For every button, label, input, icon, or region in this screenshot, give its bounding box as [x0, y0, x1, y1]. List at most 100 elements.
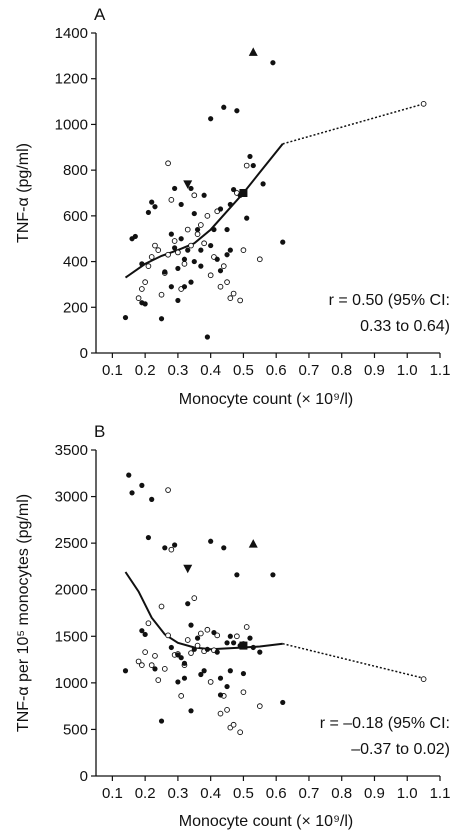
filled-point-a — [224, 252, 230, 258]
y-tick-label-b: 500 — [63, 721, 88, 738]
open-point-a — [139, 286, 145, 292]
open-point-a — [230, 290, 237, 297]
filled-point-a — [142, 301, 148, 307]
filled-point-b — [198, 671, 204, 678]
trend-line-dotted-a — [282, 103, 424, 145]
y-tick-label-b: 1500 — [55, 628, 88, 645]
filled-point-a — [185, 247, 191, 253]
y-tick-label-a: 400 — [63, 254, 88, 271]
filled-point-a — [198, 263, 204, 269]
filled-point-b — [142, 631, 148, 638]
filled-point-a — [217, 268, 224, 274]
filled-point-b — [250, 644, 256, 651]
filled-point-a — [198, 247, 204, 253]
filled-point-a — [172, 185, 178, 192]
open-point-a — [194, 231, 201, 237]
y-tick-label-b: 2500 — [55, 535, 88, 552]
filled-point-a — [191, 210, 197, 217]
filled-point-a — [270, 60, 276, 66]
filled-point-a — [188, 185, 194, 192]
x-tick-label-b: 0.9 — [364, 785, 385, 802]
filled-point-b — [234, 572, 240, 578]
filled-point-b — [257, 649, 263, 655]
filled-point-b — [194, 635, 201, 641]
filled-point-b — [129, 490, 135, 496]
filled-point-a — [204, 334, 210, 340]
x-tick-label-a: 0.8 — [331, 362, 352, 379]
triangle-point-b — [248, 539, 258, 548]
filled-point-a — [280, 239, 286, 245]
open-point-b — [135, 658, 142, 665]
x-tick-label-a: 0.3 — [167, 362, 188, 379]
x-tick-label-b: 0.4 — [200, 785, 221, 802]
open-point-b — [217, 710, 224, 717]
open-point-b — [161, 666, 168, 672]
filled-point-b — [280, 699, 286, 706]
y-tick-label-b: 1000 — [55, 675, 88, 692]
y-tick-label-b: 3500 — [55, 442, 88, 459]
square-point-b — [239, 641, 248, 650]
panel-b-chart: 0 500 1000 1500 2000 2500 3000 3500 0.1 0.2 0.3 0.4… — [15, 422, 450, 830]
filled-point-b — [221, 545, 227, 551]
inverted-triangle-point-b — [183, 564, 193, 574]
filled-point-a — [168, 284, 174, 290]
x-tick-label-b: 0.6 — [266, 785, 287, 802]
open-point-b — [194, 642, 201, 649]
y-axis-label-b: TNF-α per 10⁵ monocytes (pg/ml) — [15, 494, 32, 732]
filled-point-b — [191, 646, 197, 652]
x-tick-label-b: 0.7 — [299, 785, 320, 802]
x-tick-label-b: 1.1 — [430, 785, 451, 802]
filled-point-b — [162, 545, 168, 551]
filled-point-b — [227, 668, 233, 674]
filled-point-b — [178, 655, 184, 661]
open-point-a — [227, 295, 234, 301]
filled-point-a — [175, 265, 181, 272]
open-point-b — [207, 679, 214, 685]
filled-point-a — [260, 181, 266, 187]
open-point-a — [201, 240, 207, 247]
open-point-b — [237, 729, 244, 736]
open-point-b — [155, 677, 162, 683]
filled-point-b — [231, 640, 237, 646]
filled-point-b — [175, 679, 181, 685]
open-point-b — [420, 676, 427, 682]
x-axis-label-a: Monocyte count (× 10⁹/l) — [179, 391, 354, 408]
filled-point-b — [214, 649, 220, 655]
open-point-a — [181, 261, 188, 267]
x-tick-label-a: 0.7 — [299, 362, 320, 379]
filled-point-a — [178, 236, 184, 242]
x-tick-label-b: 1.0 — [397, 785, 418, 802]
filled-point-b — [158, 718, 165, 724]
panel-label-b: B — [94, 422, 105, 441]
x-tick-label-b: 0.8 — [331, 785, 352, 802]
filled-point-a — [168, 231, 174, 237]
x-tick-label-b: 0.2 — [135, 785, 156, 802]
filled-point-a — [175, 297, 181, 304]
filled-point-b — [168, 644, 174, 651]
filled-point-a — [145, 209, 152, 216]
open-point-a — [220, 263, 227, 269]
filled-point-a — [250, 162, 256, 169]
open-point-b — [234, 633, 240, 640]
filled-point-a — [149, 199, 155, 205]
x-tick-label-b: 0.1 — [102, 785, 123, 802]
open-point-a — [240, 247, 247, 253]
x-axis-label-b: Monocyte count (× 10⁹/l) — [179, 813, 354, 830]
filled-point-b — [208, 538, 214, 544]
open-point-b — [165, 487, 171, 493]
trend-line-dotted-b — [282, 642, 424, 679]
open-point-a — [224, 279, 230, 285]
correlation-annotation-a: r = 0.50 (95% CI: — [329, 292, 450, 309]
filled-point-a — [221, 104, 227, 110]
ci-annotation-b: –0.37 to 0.02) — [351, 741, 450, 758]
filled-point-a — [162, 269, 168, 275]
filled-point-a — [132, 233, 138, 240]
filled-point-b — [152, 666, 158, 672]
filled-point-a — [158, 316, 165, 322]
filled-point-b — [270, 572, 276, 578]
filled-point-a — [208, 116, 214, 122]
filled-point-a — [234, 108, 240, 114]
open-point-a — [237, 297, 244, 304]
ci-annotation-a: 0.33 to 0.64) — [360, 318, 450, 335]
filled-point-b — [224, 683, 230, 690]
